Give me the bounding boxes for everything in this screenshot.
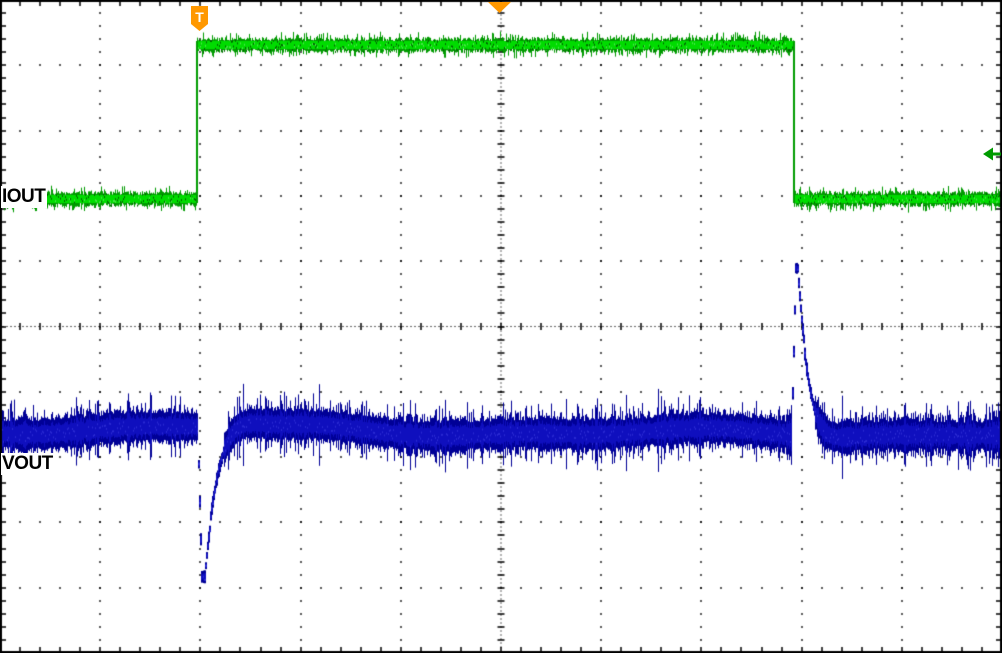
trace-label-vout: VOUT <box>1 453 55 475</box>
trigger-position-icon <box>488 2 511 13</box>
trace-label-iout: IOUT <box>1 186 48 208</box>
trigger-level-arrow-icon <box>983 147 1001 161</box>
trigger-source-badge-icon: T <box>191 6 208 31</box>
trigger-badge-letter: T <box>195 8 204 25</box>
